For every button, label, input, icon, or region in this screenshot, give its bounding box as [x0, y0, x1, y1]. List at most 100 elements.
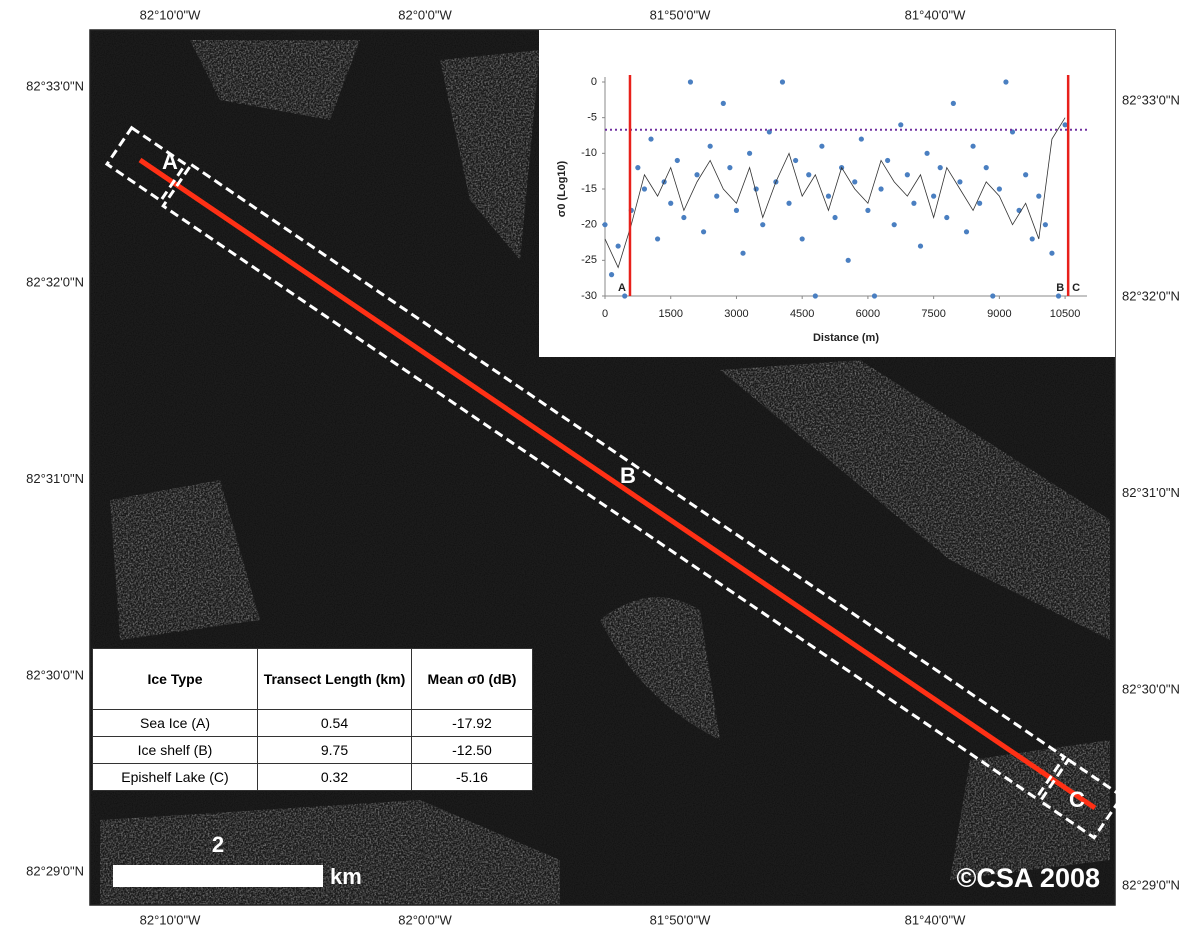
point [655, 236, 660, 241]
point [846, 258, 851, 263]
y-tick-label: 0 [591, 76, 597, 88]
point [885, 158, 890, 163]
point [1056, 293, 1061, 298]
point [938, 165, 943, 170]
point [701, 229, 706, 234]
map-figure: A B C 2 km ©CSA 2008 82°10'0"W 82°10'0"W 8… [0, 0, 1204, 934]
scale-value: 2 [212, 832, 224, 857]
point [1049, 251, 1054, 256]
cell: 0.54 [258, 710, 412, 737]
boundary-label: C [1072, 282, 1080, 294]
y-tick-label: -5 [587, 112, 597, 124]
table-row: Ice shelf (B)9.75-12.50 [93, 737, 533, 764]
point [616, 243, 621, 248]
point-label: B [620, 463, 636, 488]
point [977, 201, 982, 206]
point [951, 101, 956, 106]
point [622, 293, 627, 298]
cell: Epishelf Lake (C) [93, 764, 258, 791]
point [944, 215, 949, 220]
boundary-label: A [618, 282, 626, 294]
scale-unit: km [330, 864, 362, 889]
x-tick-label: 4500 [790, 308, 814, 320]
x-tick-label: 3000 [724, 308, 748, 320]
point [1030, 236, 1035, 241]
x-tick-label: 0 [602, 308, 608, 320]
point [957, 179, 962, 184]
lon-label: 82°0'0"W [398, 7, 452, 22]
point [642, 186, 647, 191]
cell: -5.16 [412, 764, 533, 791]
point [648, 136, 653, 141]
point [800, 236, 805, 241]
y-axis-label: σ0 (Log10) [556, 160, 568, 217]
copyright: ©CSA 2008 [957, 863, 1100, 893]
boundary-label: B [1056, 282, 1064, 294]
lat-label: 82°32'0"N [26, 275, 84, 290]
point [819, 144, 824, 149]
point [602, 222, 607, 227]
point [970, 144, 975, 149]
point [832, 215, 837, 220]
point [905, 172, 910, 177]
point [740, 251, 745, 256]
point [1036, 194, 1041, 199]
lat-label: 82°32'0"N [1122, 289, 1180, 304]
lat-label: 82°30'0"N [26, 667, 84, 682]
point [681, 215, 686, 220]
y-tick-label: -25 [581, 254, 597, 266]
point [714, 194, 719, 199]
lat-label: 82°30'0"N [1122, 681, 1180, 696]
lon-label: 82°10'0"W [140, 912, 201, 927]
x-tick-label: 6000 [856, 308, 880, 320]
point [964, 229, 969, 234]
lon-label: 81°40'0"W [905, 7, 966, 22]
point [609, 272, 614, 277]
x-axis-label: Distance (m) [813, 332, 879, 344]
point [721, 101, 726, 106]
point [892, 222, 897, 227]
x-tick-label: 7500 [921, 308, 945, 320]
point [984, 165, 989, 170]
point [911, 201, 916, 206]
point [1023, 172, 1028, 177]
header-cell: Ice Type [93, 649, 258, 710]
x-tick-label: 1500 [658, 308, 682, 320]
table-header: Ice Type Transect Length (km) Mean σ0 (d… [93, 649, 533, 710]
point [675, 158, 680, 163]
point [635, 165, 640, 170]
lat-label: 82°33'0"N [1122, 92, 1180, 107]
point [668, 201, 673, 206]
lon-label: 82°0'0"W [398, 912, 452, 927]
point [786, 201, 791, 206]
cell: -12.50 [412, 737, 533, 764]
header-cell: Transect Length (km) [258, 649, 412, 710]
lon-label: 82°10'0"W [140, 7, 201, 22]
point [793, 158, 798, 163]
x-tick-label: 9000 [987, 308, 1011, 320]
lat-label: 82°33'0"N [26, 78, 84, 93]
point [734, 208, 739, 213]
lat-label: 82°29'0"N [26, 864, 84, 879]
y-tick-label: -15 [581, 183, 597, 195]
point [997, 186, 1002, 191]
table-row: Sea Ice (A)0.54-17.92 [93, 710, 533, 737]
scale-bar [113, 865, 323, 887]
point [918, 243, 923, 248]
point [760, 222, 765, 227]
point-label: C [1069, 787, 1085, 812]
cell: Ice shelf (B) [93, 737, 258, 764]
cell: 0.32 [258, 764, 412, 791]
point [852, 179, 857, 184]
point [1003, 79, 1008, 84]
point [878, 186, 883, 191]
header-cell: Mean σ0 (dB) [412, 649, 533, 710]
point [872, 293, 877, 298]
lon-label: 81°40'0"W [905, 912, 966, 927]
point [924, 151, 929, 156]
cell: 9.75 [258, 737, 412, 764]
point [747, 151, 752, 156]
y-tick-label: -20 [581, 219, 597, 231]
point [898, 122, 903, 127]
table-row: Epishelf Lake (C)0.32-5.16 [93, 764, 533, 791]
